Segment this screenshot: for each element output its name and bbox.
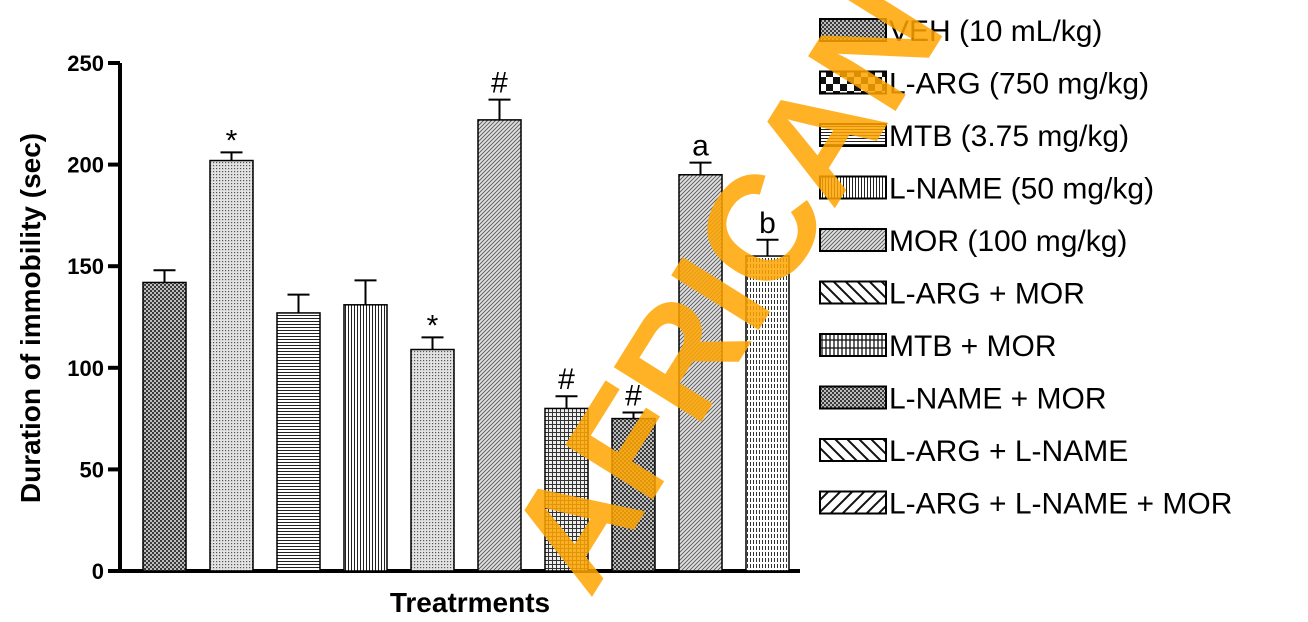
legend-label: L-NAME + MOR — [889, 383, 1107, 416]
legend-swatch — [819, 490, 887, 515]
legend-swatch — [819, 175, 887, 200]
significance-label: # — [491, 67, 508, 100]
legend-label: L-NAME (50 mg/kg) — [889, 173, 1154, 206]
y-axis-ticks: 0 50 100 150 200 250 — [67, 51, 120, 584]
significance-label: # — [625, 380, 642, 413]
legend-label: MTB (3.75 mg/kg) — [889, 120, 1129, 153]
legend-label: VEH (10 mL/kg) — [889, 15, 1102, 48]
bar — [678, 174, 723, 572]
y-tick-label: 0 — [92, 559, 104, 584]
legend-swatch — [819, 18, 887, 42]
y-tick-label: 100 — [67, 356, 104, 381]
legend-label: L-ARG + L-NAME + MOR — [889, 488, 1232, 521]
bar — [745, 255, 790, 572]
legend-swatch — [819, 385, 887, 410]
significance-label: b — [759, 207, 776, 240]
significance-label: # — [558, 363, 575, 396]
bar — [343, 304, 388, 572]
y-tick-label: 150 — [67, 254, 104, 279]
legend: VEH (10 mL/kg) L-ARG (750 mg/kg) MTB (3.75… — [819, 15, 1232, 521]
legend-swatch — [819, 438, 887, 462]
error-bar-group — [153, 98, 779, 419]
y-tick-label: 250 — [67, 51, 104, 76]
bar — [209, 159, 254, 572]
y-tick-label: 200 — [67, 153, 104, 178]
legend-swatch — [819, 333, 887, 357]
significance-label: * — [427, 309, 439, 342]
significance-label: a — [692, 130, 709, 163]
bar — [276, 312, 321, 572]
y-tick-label: 50 — [80, 457, 104, 482]
legend-label: L-ARG + MOR — [889, 278, 1085, 311]
legend-label: L-ARG (750 mg/kg) — [889, 68, 1149, 101]
significance-label: * — [226, 124, 238, 157]
legend-swatch — [819, 228, 887, 252]
legend-label: MTB + MOR — [889, 330, 1057, 363]
bar-group — [142, 119, 790, 572]
bar — [410, 348, 455, 572]
legend-label: L-ARG + L-NAME — [889, 435, 1128, 468]
bar — [611, 417, 656, 572]
legend-swatch — [819, 123, 887, 147]
y-axis-title: Duration of immobility (sec) — [15, 133, 46, 503]
legend-swatch — [819, 280, 887, 305]
significance-labels: * * # # # a b — [226, 67, 776, 413]
legend-swatch — [819, 70, 887, 95]
x-axis-title: Treatrments — [390, 587, 550, 618]
bar — [142, 281, 187, 572]
legend-label: MOR (100 mg/kg) — [889, 225, 1127, 258]
